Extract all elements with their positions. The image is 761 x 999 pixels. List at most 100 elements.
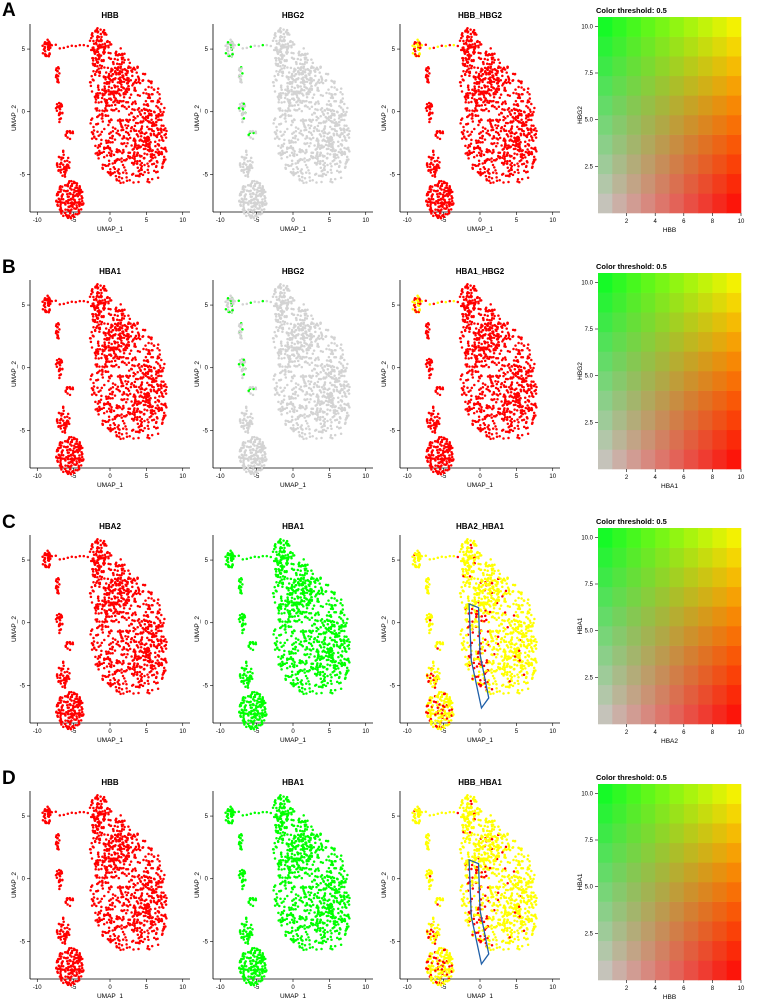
cell-point xyxy=(107,172,111,175)
cell-point xyxy=(156,170,159,174)
y-tick-label: 5 xyxy=(22,303,26,309)
cell-point xyxy=(156,343,160,346)
cell-point xyxy=(248,159,252,162)
cell-point xyxy=(497,65,500,68)
cell-point xyxy=(103,343,107,346)
cell-point xyxy=(161,162,164,165)
cell-point xyxy=(108,132,111,135)
cell-point xyxy=(132,137,136,140)
cell-point xyxy=(132,403,135,407)
cell-point xyxy=(477,51,480,55)
cell-point xyxy=(111,72,115,76)
cell-point xyxy=(341,93,344,96)
heat-cell xyxy=(655,154,670,175)
cell-point xyxy=(477,172,481,175)
cell-point xyxy=(113,342,117,345)
cell-point xyxy=(75,206,79,209)
cell-point xyxy=(41,44,44,48)
cell-point xyxy=(506,93,510,97)
cell-point xyxy=(97,157,100,160)
heat-cell xyxy=(598,75,613,96)
cell-point xyxy=(90,90,94,93)
cell-point xyxy=(258,186,262,189)
cell-point xyxy=(426,78,429,82)
cell-point xyxy=(300,72,304,76)
cell-point xyxy=(226,41,230,44)
cell-point xyxy=(302,65,306,68)
cell-point xyxy=(487,149,491,152)
cell-point xyxy=(158,349,161,352)
heat-cell xyxy=(612,154,627,175)
cell-point xyxy=(153,140,157,143)
cell-point xyxy=(98,369,101,373)
cell-point xyxy=(307,123,310,127)
cell-point xyxy=(334,129,337,133)
cell-point xyxy=(510,164,514,168)
cell-point xyxy=(138,110,141,114)
cell-point xyxy=(115,318,119,322)
cell-point xyxy=(242,102,246,105)
cell-point xyxy=(315,115,318,119)
cell-point xyxy=(241,107,245,111)
cell-point xyxy=(91,303,95,306)
cell-point xyxy=(145,153,149,156)
cell-point xyxy=(309,154,313,158)
cell-point xyxy=(100,386,104,390)
cell-point xyxy=(132,147,135,151)
cell-point xyxy=(110,108,113,112)
x-tick-label: -10 xyxy=(403,218,412,224)
cell-point xyxy=(438,209,442,212)
cell-point xyxy=(142,403,146,407)
cell-point xyxy=(130,161,134,165)
cell-point xyxy=(530,102,533,106)
cell-point xyxy=(464,30,467,33)
cell-point xyxy=(497,58,500,61)
cell-point xyxy=(425,67,428,70)
cell-point xyxy=(533,147,537,151)
cell-point xyxy=(527,144,531,147)
cell-point xyxy=(516,143,520,146)
heat-cell xyxy=(698,17,713,37)
cell-point xyxy=(64,202,67,205)
cell-point xyxy=(524,165,528,169)
cell-point xyxy=(310,65,313,68)
cell-point xyxy=(315,118,318,122)
cell-point xyxy=(101,422,104,425)
cell-point xyxy=(337,144,340,148)
cell-point xyxy=(340,153,344,157)
cell-point xyxy=(483,138,487,141)
cell-point xyxy=(313,161,317,165)
cell-point xyxy=(238,109,242,113)
cell-point xyxy=(427,67,431,70)
cell-point xyxy=(117,405,121,408)
cell-point xyxy=(513,112,517,115)
cell-point xyxy=(154,156,157,159)
cell-point xyxy=(490,157,493,160)
cell-point xyxy=(125,69,129,73)
cell-point xyxy=(110,360,114,363)
cell-point xyxy=(132,115,135,119)
cell-point xyxy=(343,118,346,122)
cell-point xyxy=(116,85,119,88)
cell-point xyxy=(426,193,430,196)
cell-point xyxy=(251,205,254,209)
cell-point xyxy=(46,304,50,307)
cell-point xyxy=(411,52,415,55)
cell-point xyxy=(470,130,474,134)
cell-point xyxy=(509,138,512,141)
cell-point xyxy=(477,46,480,49)
cell-point xyxy=(137,106,141,110)
cell-point xyxy=(110,405,113,409)
cell-point xyxy=(506,160,509,163)
cell-point xyxy=(133,343,136,347)
cell-point xyxy=(121,68,124,71)
cell-point xyxy=(279,96,283,99)
cell-point xyxy=(337,165,341,169)
cell-point xyxy=(63,165,66,169)
cell-point xyxy=(530,118,533,122)
cell-point xyxy=(292,93,295,96)
cell-point xyxy=(165,129,168,133)
cell-point xyxy=(492,181,495,184)
cell-point xyxy=(151,355,155,359)
cell-point xyxy=(517,165,520,168)
